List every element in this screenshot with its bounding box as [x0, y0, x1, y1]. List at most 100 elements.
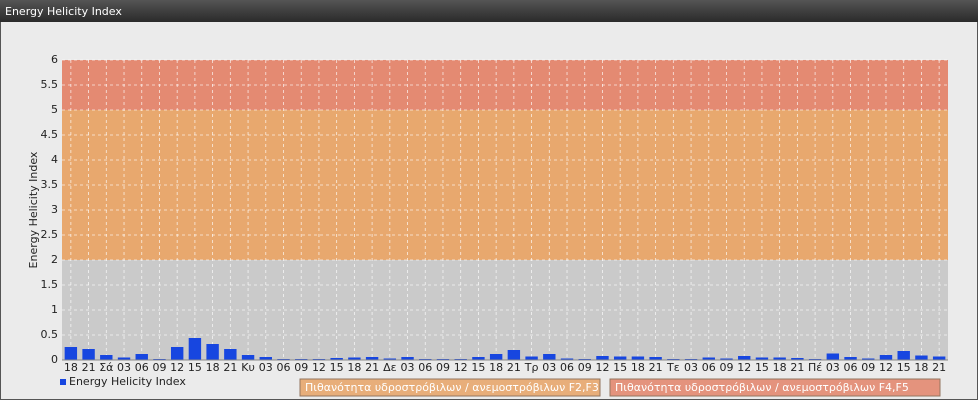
legend-band-box [609, 378, 941, 397]
bar [826, 353, 840, 360]
x-tick-label: 15 [471, 361, 485, 374]
x-tick-label: 12 [737, 361, 751, 374]
bar [170, 347, 184, 360]
y-tick-label: 5 [51, 103, 58, 116]
bar [543, 354, 556, 360]
x-tick-label: Τρ [524, 361, 539, 374]
bar [560, 358, 574, 360]
y-tick-label: 0 [51, 353, 58, 366]
x-tick-label: 18 [347, 361, 361, 374]
bar [649, 357, 662, 360]
x-tick-label: 21 [365, 361, 379, 374]
y-tick-label: 4.5 [41, 128, 59, 141]
bar [259, 357, 272, 360]
x-tick-label: 15 [188, 361, 202, 374]
y-tick-label: 4 [51, 153, 58, 166]
x-tick-label: 18 [64, 361, 78, 374]
x-tick-label: 09 [578, 361, 592, 374]
bar [702, 357, 715, 360]
bar [596, 356, 609, 360]
legend-swatch [60, 379, 66, 385]
bar [82, 349, 95, 360]
y-tick-label: 6 [51, 53, 58, 66]
y-axis-label: Energy Helicity Index [27, 151, 40, 268]
x-tick-label: 21 [649, 361, 663, 374]
x-tick-label: Δε [383, 361, 397, 374]
x-tick-label: 18 [489, 361, 503, 374]
bar [897, 351, 910, 360]
bar [383, 358, 397, 360]
x-tick-label: 15 [613, 361, 627, 374]
y-tick-label: 1.5 [41, 278, 59, 291]
bar [879, 355, 893, 360]
x-tick-label: 03 [684, 361, 698, 374]
y-tick-label: 1 [51, 303, 58, 316]
x-tick-label: 18 [773, 361, 787, 374]
bar [330, 358, 343, 360]
y-tick-label: 0.5 [41, 328, 59, 341]
x-tick-label: 06 [560, 361, 574, 374]
x-tick-label: 21 [223, 361, 237, 374]
y-tick-label: 2.5 [41, 228, 59, 241]
x-tick-label: Πέ [808, 361, 822, 374]
legend-band-label: Πιθανότητα υδροστρόβιλων / ανεμοστρόβιλω… [305, 381, 599, 394]
bar [224, 349, 237, 360]
bar [100, 355, 113, 360]
bar [720, 358, 733, 360]
bar [915, 355, 928, 360]
x-tick-label: 03 [401, 361, 415, 374]
x-tick-label: 12 [170, 361, 184, 374]
x-tick-label: Τε [666, 361, 680, 374]
x-tick-label: 09 [720, 361, 734, 374]
title-bar [0, 0, 978, 22]
y-tick-label: 2 [51, 253, 58, 266]
x-tick-label: 06 [844, 361, 858, 374]
x-tick-label: 03 [542, 361, 556, 374]
x-tick-label: 06 [418, 361, 432, 374]
x-tick-label: 21 [932, 361, 946, 374]
bar [401, 357, 414, 360]
x-tick-label: 12 [595, 361, 609, 374]
legend-band-box [299, 378, 601, 397]
bar [507, 350, 521, 360]
bar [791, 358, 804, 360]
bar [525, 356, 538, 360]
x-tick-label: 09 [294, 361, 308, 374]
x-tick-label: 09 [436, 361, 450, 374]
x-tick-label: 12 [312, 361, 326, 374]
x-tick-label: 21 [82, 361, 96, 374]
x-tick-label: 15 [755, 361, 769, 374]
bar [241, 355, 255, 360]
x-tick-label: 12 [879, 361, 893, 374]
bar [64, 347, 78, 360]
bar [738, 356, 751, 360]
x-tick-label: 18 [914, 361, 928, 374]
bar [613, 356, 627, 360]
x-tick-label: 15 [897, 361, 911, 374]
x-tick-label: 09 [152, 361, 166, 374]
x-tick-label: 12 [454, 361, 468, 374]
bar [365, 357, 379, 360]
bar [755, 357, 769, 360]
y-tick-label: 5.5 [41, 78, 59, 91]
x-tick-label: 06 [277, 361, 291, 374]
bar [862, 358, 875, 360]
legend-band-label: Πιθανότητα υδροστρόβιλων / ανεμοστρόβιλω… [615, 381, 909, 394]
x-tick-label: 18 [631, 361, 645, 374]
legend-label: Energy Helicity Index [69, 375, 186, 388]
bar [135, 354, 148, 360]
x-tick-label: 09 [861, 361, 875, 374]
bar [472, 357, 485, 360]
x-tick-label: Σά [99, 361, 113, 374]
x-tick-label: 03 [117, 361, 131, 374]
x-tick-label: 21 [507, 361, 521, 374]
x-tick-label: 03 [826, 361, 840, 374]
bar [206, 344, 219, 360]
bar [773, 357, 786, 360]
bar [489, 354, 503, 360]
x-tick-label: 06 [702, 361, 716, 374]
bar [348, 357, 361, 360]
x-tick-label: 03 [259, 361, 273, 374]
x-tick-label: 06 [135, 361, 149, 374]
